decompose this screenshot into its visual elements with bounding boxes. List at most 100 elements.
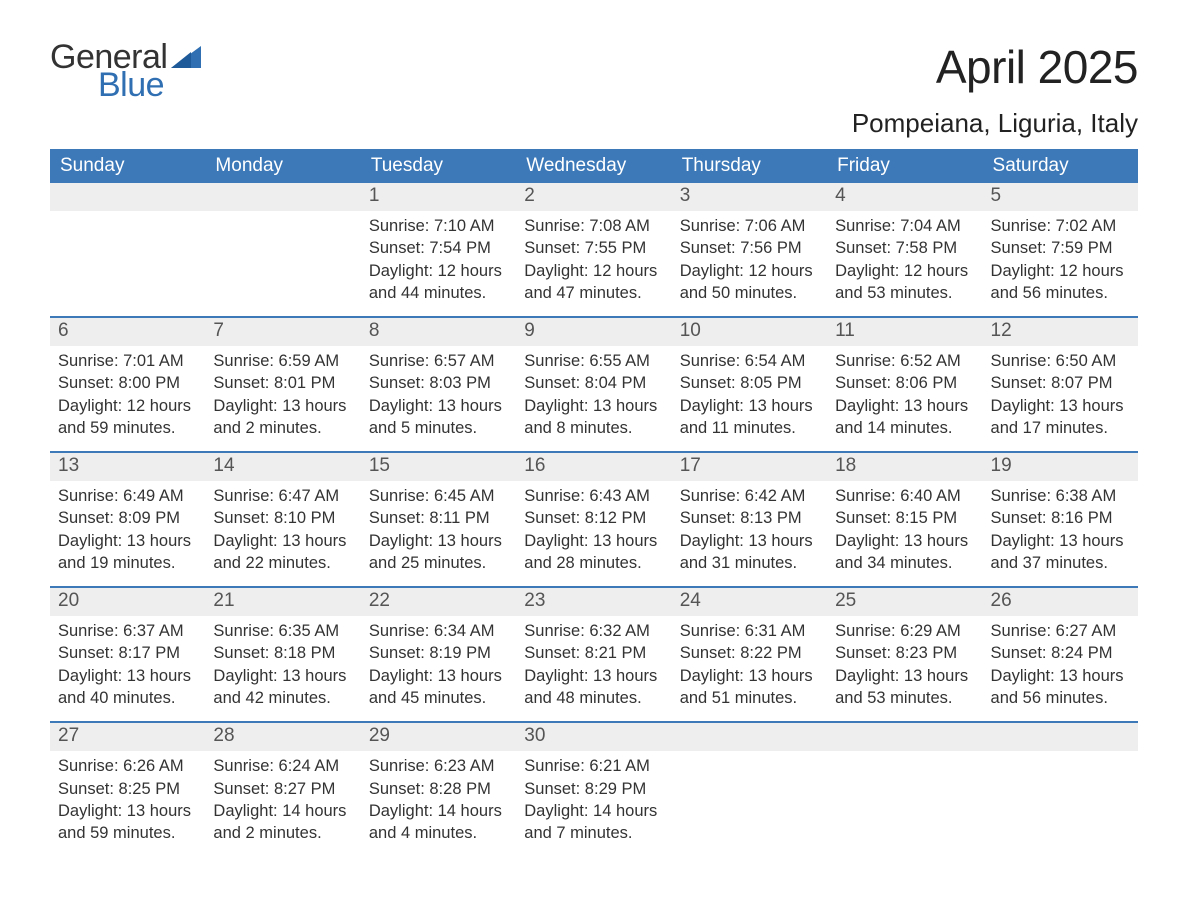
day-details: Sunrise: 6:40 AMSunset: 8:15 PMDaylight:…	[827, 481, 982, 586]
page-title: April 2025	[852, 40, 1138, 94]
day-details: Sunrise: 7:02 AMSunset: 7:59 PMDaylight:…	[983, 211, 1138, 316]
daylight-line: Daylight: 14 hours and 2 minutes.	[213, 800, 352, 845]
sunset-line: Sunset: 8:23 PM	[835, 642, 974, 664]
sunrise-line: Sunrise: 6:57 AM	[369, 350, 508, 372]
sunset-line: Sunset: 8:17 PM	[58, 642, 197, 664]
daylight-line: Daylight: 13 hours and 51 minutes.	[680, 665, 819, 710]
sunrise-line: Sunrise: 6:27 AM	[991, 620, 1130, 642]
sunset-line: Sunset: 8:15 PM	[835, 507, 974, 529]
day-number: 12	[983, 318, 1138, 346]
calendar-day: 16Sunrise: 6:43 AMSunset: 8:12 PMDayligh…	[516, 453, 671, 586]
sunrise-line: Sunrise: 6:45 AM	[369, 485, 508, 507]
calendar-day: 17Sunrise: 6:42 AMSunset: 8:13 PMDayligh…	[672, 453, 827, 586]
calendar-day: 23Sunrise: 6:32 AMSunset: 8:21 PMDayligh…	[516, 588, 671, 721]
calendar-day: 7Sunrise: 6:59 AMSunset: 8:01 PMDaylight…	[205, 318, 360, 451]
daylight-line: Daylight: 13 hours and 34 minutes.	[835, 530, 974, 575]
sunrise-line: Sunrise: 6:47 AM	[213, 485, 352, 507]
sunrise-line: Sunrise: 7:06 AM	[680, 215, 819, 237]
sunrise-line: Sunrise: 6:40 AM	[835, 485, 974, 507]
daylight-line: Daylight: 13 hours and 17 minutes.	[991, 395, 1130, 440]
daylight-line: Daylight: 13 hours and 40 minutes.	[58, 665, 197, 710]
day-number: 8	[361, 318, 516, 346]
sunset-line: Sunset: 8:22 PM	[680, 642, 819, 664]
day-details: Sunrise: 7:08 AMSunset: 7:55 PMDaylight:…	[516, 211, 671, 316]
calendar-day: 30Sunrise: 6:21 AMSunset: 8:29 PMDayligh…	[516, 723, 671, 856]
sunset-line: Sunset: 7:58 PM	[835, 237, 974, 259]
calendar-day: 2Sunrise: 7:08 AMSunset: 7:55 PMDaylight…	[516, 183, 671, 316]
calendar-day: 18Sunrise: 6:40 AMSunset: 8:15 PMDayligh…	[827, 453, 982, 586]
day-details: Sunrise: 6:43 AMSunset: 8:12 PMDaylight:…	[516, 481, 671, 586]
sunset-line: Sunset: 8:16 PM	[991, 507, 1130, 529]
sunrise-line: Sunrise: 7:01 AM	[58, 350, 197, 372]
day-number: 26	[983, 588, 1138, 616]
sunset-line: Sunset: 7:54 PM	[369, 237, 508, 259]
sunrise-line: Sunrise: 7:02 AM	[991, 215, 1130, 237]
title-block: April 2025 Pompeiana, Liguria, Italy	[852, 40, 1138, 139]
calendar-day: 26Sunrise: 6:27 AMSunset: 8:24 PMDayligh…	[983, 588, 1138, 721]
calendar-day: 14Sunrise: 6:47 AMSunset: 8:10 PMDayligh…	[205, 453, 360, 586]
daylight-line: Daylight: 12 hours and 50 minutes.	[680, 260, 819, 305]
day-details: Sunrise: 6:52 AMSunset: 8:06 PMDaylight:…	[827, 346, 982, 451]
day-header: Wednesday	[516, 149, 671, 183]
calendar-day: 27Sunrise: 6:26 AMSunset: 8:25 PMDayligh…	[50, 723, 205, 856]
day-number	[827, 723, 982, 751]
day-number: 1	[361, 183, 516, 211]
sunrise-line: Sunrise: 6:26 AM	[58, 755, 197, 777]
calendar-day: 3Sunrise: 7:06 AMSunset: 7:56 PMDaylight…	[672, 183, 827, 316]
calendar-day: 25Sunrise: 6:29 AMSunset: 8:23 PMDayligh…	[827, 588, 982, 721]
sunrise-line: Sunrise: 6:55 AM	[524, 350, 663, 372]
day-number: 15	[361, 453, 516, 481]
day-details: Sunrise: 6:34 AMSunset: 8:19 PMDaylight:…	[361, 616, 516, 721]
daylight-line: Daylight: 13 hours and 37 minutes.	[991, 530, 1130, 575]
day-number: 5	[983, 183, 1138, 211]
daylight-line: Daylight: 13 hours and 25 minutes.	[369, 530, 508, 575]
day-details: Sunrise: 6:37 AMSunset: 8:17 PMDaylight:…	[50, 616, 205, 721]
sunset-line: Sunset: 7:56 PM	[680, 237, 819, 259]
day-details: Sunrise: 6:21 AMSunset: 8:29 PMDaylight:…	[516, 751, 671, 856]
day-number: 22	[361, 588, 516, 616]
sunset-line: Sunset: 8:28 PM	[369, 778, 508, 800]
calendar-day: 10Sunrise: 6:54 AMSunset: 8:05 PMDayligh…	[672, 318, 827, 451]
daylight-line: Daylight: 13 hours and 14 minutes.	[835, 395, 974, 440]
calendar-day: 13Sunrise: 6:49 AMSunset: 8:09 PMDayligh…	[50, 453, 205, 586]
day-header: Saturday	[983, 149, 1138, 183]
sunrise-line: Sunrise: 6:35 AM	[213, 620, 352, 642]
day-header: Friday	[827, 149, 982, 183]
sunrise-line: Sunrise: 6:37 AM	[58, 620, 197, 642]
calendar-week: 13Sunrise: 6:49 AMSunset: 8:09 PMDayligh…	[50, 451, 1138, 586]
day-number: 11	[827, 318, 982, 346]
sunrise-line: Sunrise: 6:23 AM	[369, 755, 508, 777]
daylight-line: Daylight: 12 hours and 53 minutes.	[835, 260, 974, 305]
sunset-line: Sunset: 7:55 PM	[524, 237, 663, 259]
logo: General Blue	[50, 40, 201, 102]
day-header: Thursday	[672, 149, 827, 183]
day-details: Sunrise: 6:49 AMSunset: 8:09 PMDaylight:…	[50, 481, 205, 586]
day-details: Sunrise: 6:55 AMSunset: 8:04 PMDaylight:…	[516, 346, 671, 451]
day-number: 30	[516, 723, 671, 751]
sunrise-line: Sunrise: 6:52 AM	[835, 350, 974, 372]
day-details: Sunrise: 7:06 AMSunset: 7:56 PMDaylight:…	[672, 211, 827, 316]
day-details: Sunrise: 6:26 AMSunset: 8:25 PMDaylight:…	[50, 751, 205, 856]
day-number: 23	[516, 588, 671, 616]
location: Pompeiana, Liguria, Italy	[852, 108, 1138, 139]
calendar-day: 28Sunrise: 6:24 AMSunset: 8:27 PMDayligh…	[205, 723, 360, 856]
sunset-line: Sunset: 8:18 PM	[213, 642, 352, 664]
day-number: 28	[205, 723, 360, 751]
day-header: Sunday	[50, 149, 205, 183]
daylight-line: Daylight: 12 hours and 47 minutes.	[524, 260, 663, 305]
day-details: Sunrise: 6:24 AMSunset: 8:27 PMDaylight:…	[205, 751, 360, 856]
day-details: Sunrise: 6:38 AMSunset: 8:16 PMDaylight:…	[983, 481, 1138, 586]
calendar-day	[827, 723, 982, 856]
sunset-line: Sunset: 8:03 PM	[369, 372, 508, 394]
sunset-line: Sunset: 8:10 PM	[213, 507, 352, 529]
day-number: 14	[205, 453, 360, 481]
calendar-day	[50, 183, 205, 316]
day-number: 27	[50, 723, 205, 751]
day-number: 17	[672, 453, 827, 481]
day-details: Sunrise: 6:59 AMSunset: 8:01 PMDaylight:…	[205, 346, 360, 451]
day-number	[50, 183, 205, 211]
day-header: Tuesday	[361, 149, 516, 183]
daylight-line: Daylight: 13 hours and 19 minutes.	[58, 530, 197, 575]
day-number: 20	[50, 588, 205, 616]
calendar-day: 19Sunrise: 6:38 AMSunset: 8:16 PMDayligh…	[983, 453, 1138, 586]
